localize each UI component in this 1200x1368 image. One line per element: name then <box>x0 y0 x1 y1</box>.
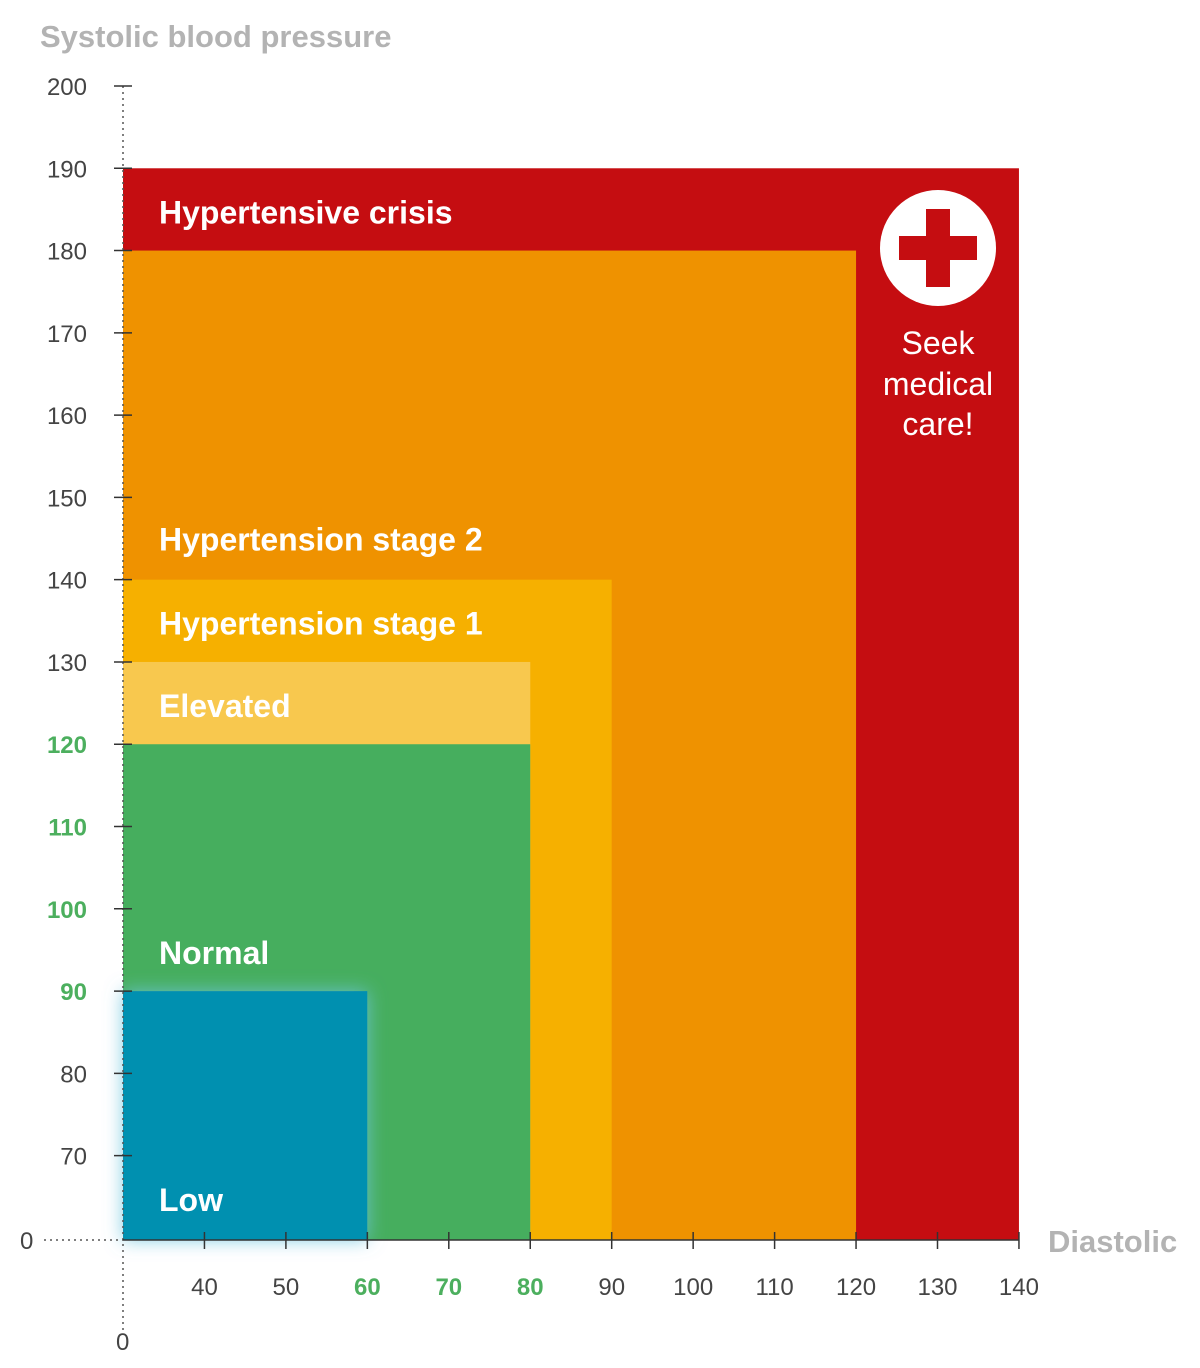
y-tick-label-140: 140 <box>47 568 87 595</box>
y-tick-label-150: 150 <box>47 485 87 512</box>
zone-label-elevated: Elevated <box>159 688 291 724</box>
y-tick-label-90: 90 <box>60 979 87 1006</box>
zone-label-hypertension-stage-2: Hypertension stage 2 <box>159 522 483 558</box>
x-tick-label-80: 80 <box>517 1274 544 1301</box>
zone-label-hypertensive-crisis: Hypertensive crisis <box>159 194 453 230</box>
y-axis-title: Systolic blood pressure <box>40 19 391 54</box>
zone-layer: Hypertensive crisis Hypertension stage 2 H… <box>123 168 1019 1240</box>
y-tick-label-190: 190 <box>47 156 87 183</box>
x-tick-label-40: 40 <box>191 1274 218 1301</box>
x-axis-title: Diastolic <box>1048 1224 1177 1259</box>
x-tick-label-130: 130 <box>917 1274 957 1301</box>
x-origin-label: 0 <box>116 1329 129 1356</box>
x-tick-label-50: 50 <box>273 1274 300 1301</box>
red-cross-icon <box>880 190 996 306</box>
seek-care-line-1: Seek <box>902 325 976 361</box>
y-tick-label-120: 120 <box>47 732 87 759</box>
x-tick-label-100: 100 <box>673 1274 713 1301</box>
y-tick-label-130: 130 <box>47 650 87 677</box>
y-tick-label-80: 80 <box>60 1061 87 1088</box>
zone-label-low: Low <box>159 1182 223 1218</box>
axes-layer: 200 190 180 170 160 150 140 130 120 110 100 90 80 70 4… <box>44 74 1039 1330</box>
zone-label-normal: Normal <box>159 935 269 971</box>
y-tick-label-170: 170 <box>47 321 87 348</box>
seek-care-annotation: Seek medical care! <box>880 190 996 442</box>
zone-low <box>123 991 368 1240</box>
y-tick-label-200: 200 <box>47 74 87 101</box>
y-origin-label: 0 <box>20 1228 33 1255</box>
seek-care-line-2: medical <box>883 366 993 402</box>
zone-label-hypertension-stage-1: Hypertension stage 1 <box>159 606 483 642</box>
y-tick-label-110: 110 <box>48 815 87 842</box>
x-tick-label-70: 70 <box>435 1274 462 1301</box>
y-tick-label-100: 100 <box>47 897 87 924</box>
y-tick-label-70: 70 <box>60 1144 87 1171</box>
seek-care-line-3: care! <box>902 406 973 442</box>
x-tick-label-60: 60 <box>354 1274 381 1301</box>
x-tick-label-120: 120 <box>836 1274 876 1301</box>
x-tick-label-140: 140 <box>999 1274 1039 1301</box>
y-tick-label-160: 160 <box>47 403 87 430</box>
x-tick-label-110: 110 <box>755 1274 793 1301</box>
x-tick-label-90: 90 <box>598 1274 625 1301</box>
y-tick-label-180: 180 <box>47 239 87 266</box>
